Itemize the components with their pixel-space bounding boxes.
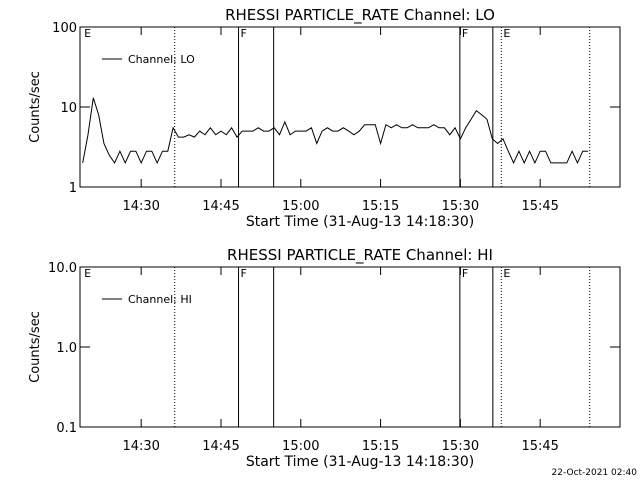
flag-label: F (241, 267, 247, 280)
x-tick-label: 14:45 (202, 199, 239, 214)
y-tick-label: 10.0 (48, 261, 77, 276)
y-tick-label: 100 (52, 21, 77, 36)
y-axis-label: Counts/sec (28, 71, 43, 143)
flag-label: E (84, 27, 91, 40)
x-axis-label: Start Time (31-Aug-13 14:18:30) (246, 214, 474, 230)
footer: 22-Oct-2021 02:40 (552, 468, 638, 478)
flag-label: E (503, 27, 510, 40)
legend-label: Channel: HI (128, 293, 192, 306)
flag-label: F (241, 27, 247, 40)
y-tick-label: 0.1 (56, 421, 77, 436)
x-tick-label: 15:00 (282, 199, 319, 214)
data-line (82, 97, 589, 165)
flag-label: F (462, 27, 468, 40)
y-tick-label: 1.0 (56, 341, 77, 356)
x-axis-label: Start Time (31-Aug-13 14:18:30) (246, 454, 474, 470)
x-tick-label: 15:30 (442, 199, 479, 214)
flag-label: F (462, 267, 468, 280)
flag-label: E (503, 267, 510, 280)
y-tick-label: 10 (60, 101, 77, 116)
chart-title: RHESSI PARTICLE_RATE Channel: LO (225, 6, 495, 25)
y-axis-label: Counts/sec (28, 311, 43, 383)
flag-label: E (84, 267, 91, 280)
x-tick-label: 14:45 (202, 439, 239, 454)
x-tick-label: 15:45 (521, 199, 558, 214)
x-tick-label: 14:30 (122, 439, 159, 454)
x-tick-label: 15:15 (362, 439, 399, 454)
x-tick-label: 15:30 (442, 439, 479, 454)
x-tick-label: 15:15 (362, 199, 399, 214)
legend-label: Channel: LO (128, 53, 195, 66)
x-tick-label: 15:00 (282, 439, 319, 454)
x-tick-label: 14:30 (122, 199, 159, 214)
y-tick-label: 1 (69, 181, 77, 196)
x-tick-label: 15:45 (521, 439, 558, 454)
chart-title: RHESSI PARTICLE_RATE Channel: HI (227, 246, 493, 265)
